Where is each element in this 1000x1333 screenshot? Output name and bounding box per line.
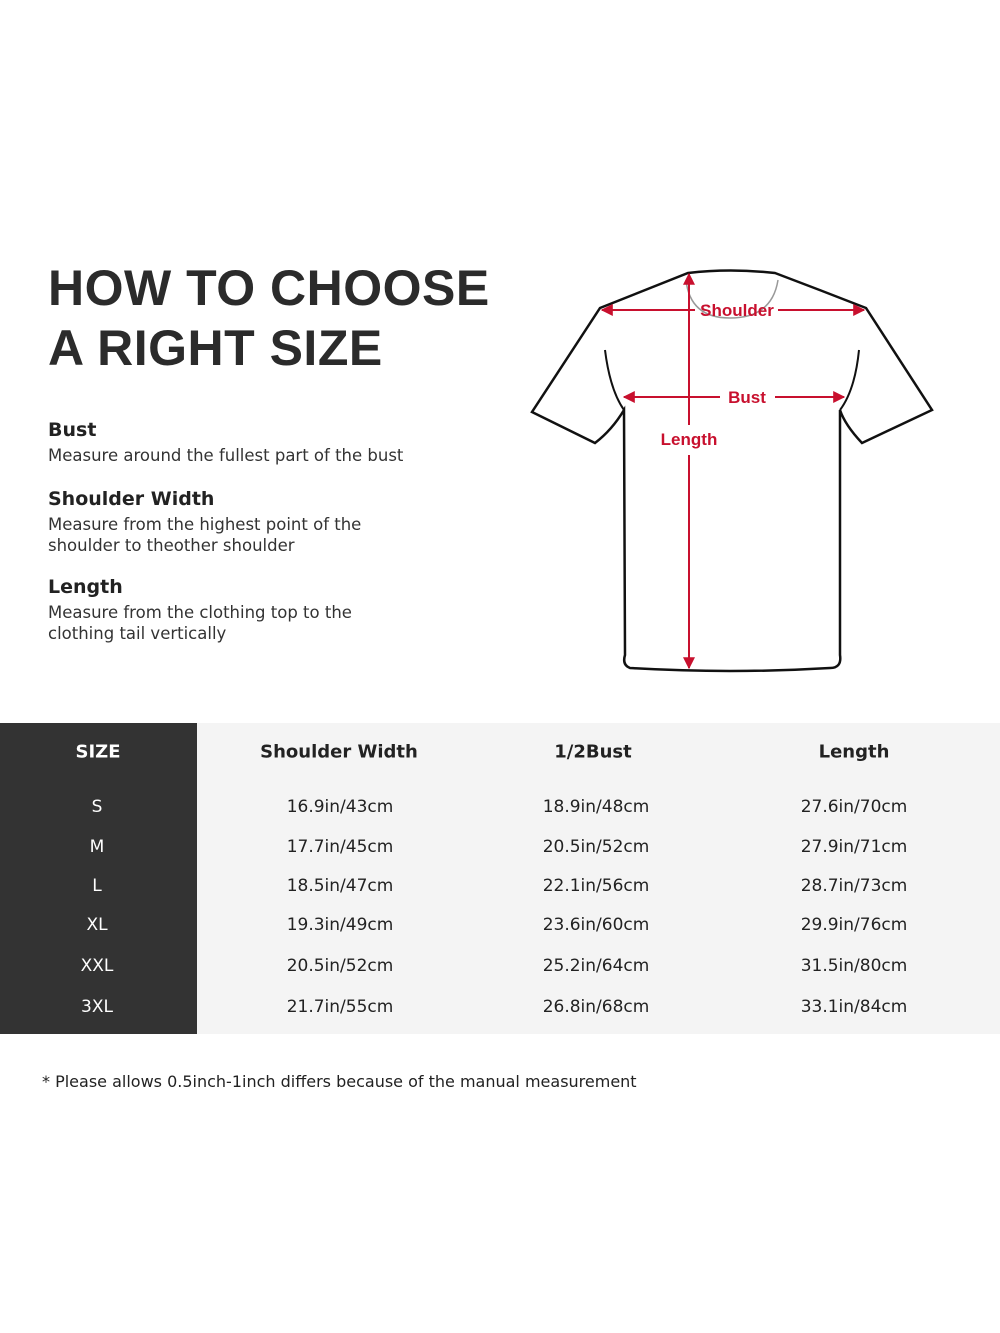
guide-text: Measure around the fullest part of the b… [48,446,404,465]
table-cell: 22.1in/56cm [542,876,650,896]
table-cell: 19.3in/49cm [286,915,394,935]
guide-bust: Bust Measure around the fullest part of … [48,418,438,466]
size-label: L [92,876,102,896]
size-column: SIZE S M L XL XXL 3XL [0,723,197,1034]
table-cell: 25.2in/64cm [542,956,650,976]
tshirt-outline [530,269,934,673]
guide-length: Length Measure from the clothing top to … [48,575,378,644]
guide-heading: Length [48,576,123,598]
title-line-1: HOW TO CHOOSE [48,260,490,316]
table-cell: 16.9in/43cm [286,797,394,817]
table-cell: 23.6in/60cm [542,915,650,935]
table-cell: 27.9in/71cm [800,837,908,857]
header-length: Length [818,741,890,763]
size-label: M [89,837,105,857]
label-shoulder: Shoulder [700,301,774,320]
table-cell: 20.5in/52cm [286,956,394,976]
table-cell: 26.8in/68cm [542,997,650,1017]
table-cell: 29.9in/76cm [800,915,908,935]
table-cell: 18.9in/48cm [542,797,650,817]
guide-text: Measure from the highest point of the sh… [48,515,362,555]
label-length: Length [661,430,718,449]
guide-heading: Shoulder Width [48,488,215,510]
header-shoulder-width: Shoulder Width [260,741,418,763]
header-size: SIZE [75,741,121,763]
table-cell: 18.5in/47cm [286,876,394,896]
table-cell: 17.7in/45cm [286,837,394,857]
page-title: HOW TO CHOOSE A RIGHT SIZE [48,258,490,378]
size-label: XXL [80,956,114,976]
table-cell: 33.1in/84cm [800,997,908,1017]
guide-shoulder-width: Shoulder Width Measure from the highest … [48,487,388,556]
table-cell: 20.5in/52cm [542,837,650,857]
table-cell: 31.5in/80cm [800,956,908,976]
size-label: S [91,797,103,817]
guide-heading: Bust [48,419,97,441]
measurement-arrows [600,272,866,670]
table-cell: 21.7in/55cm [286,997,394,1017]
size-label: XL [86,915,108,935]
size-table: SIZE S M L XL XXL 3XL Shoulder Width 1/2… [0,723,1000,1034]
measurement-note: * Please allows 0.5inch-1inch differs be… [42,1072,637,1091]
guide-text: Measure from the clothing top to the clo… [48,603,352,643]
title-line-2: A RIGHT SIZE [48,320,383,376]
label-bust: Bust [728,388,766,407]
table-cell: 27.6in/70cm [800,797,908,817]
table-cell: 28.7in/73cm [800,876,908,896]
header-half-bust: 1/2Bust [554,741,632,763]
size-label: 3XL [81,997,113,1017]
tshirt-diagram: Shoulder Bust Length [530,269,934,673]
